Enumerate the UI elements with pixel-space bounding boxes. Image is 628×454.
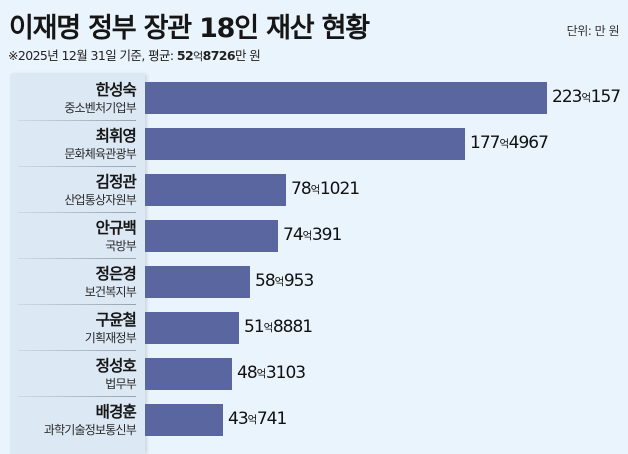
bar [145,266,250,298]
chart-title: 이재명 정부 장관 18인 재산 현황 [9,13,370,44]
value-man: 8881 [272,317,313,337]
row-divider [18,304,136,305]
value-eok-unit: 억 [256,368,267,380]
minister-name: 정은경 [95,265,137,283]
value-label: 223억157 [552,86,621,109]
value-eok: 58 [255,271,276,291]
chart-subtitle: ※2025년 12월 31일 기준, 평균: 52억8726만 원 [8,45,261,64]
value-man: 3103 [265,363,306,383]
value-man: 4967 [508,133,549,153]
value-eok-unit: 억 [263,322,274,334]
value-eok-unit: 억 [499,138,509,150]
ministry-name: 중소벤처기업부 [64,101,136,115]
value-man: 391 [311,225,342,245]
bar [145,358,232,390]
minister-name: 정성호 [95,357,137,375]
average-man: 8726 [202,48,236,63]
value-man: 1021 [319,179,360,199]
bar [145,82,547,114]
value-eok: 51 [244,317,265,337]
bar [145,312,239,344]
average-eok: 52 [176,48,194,63]
value-label: 48억3103 [237,362,306,385]
ministry-name: 문화체육관광부 [64,147,136,161]
ministry-name: 국방부 [105,239,137,253]
subtitle-date: ※2025년 12월 31일 기준, 평균: [8,48,177,63]
minister-name: 최휘영 [95,127,137,145]
value-label: 74억391 [283,224,342,247]
unit-label: 단위: 만 원 [566,24,620,38]
value-label: 58억953 [255,270,314,293]
ministry-name: 기획재정부 [84,331,137,345]
value-label: 51억8881 [244,316,313,339]
label-panel [10,74,145,454]
bar [145,174,286,206]
value-eok-unit: 억 [274,276,285,288]
value-man: 953 [283,271,314,291]
value-eok-unit: 억 [247,414,258,426]
value-eok-unit: 억 [302,230,313,242]
value-eok: 43 [228,409,249,429]
bar [145,128,465,160]
average-suffix: 만 원 [234,48,261,63]
value-eok: 177 [470,133,500,153]
average-eok-unit: 억 [193,50,203,63]
row-divider [18,120,136,121]
row-divider [18,166,136,167]
ministry-name: 보건복지부 [84,285,137,299]
value-eok: 223 [552,87,582,107]
row-divider [18,396,136,397]
value-eok: 78 [291,179,312,199]
ministry-name: 법무부 [105,377,137,391]
minister-name: 김정관 [95,173,137,191]
value-eok-unit: 억 [581,92,591,104]
minister-name: 구윤철 [95,311,137,329]
value-label: 177억4967 [470,132,549,155]
value-eok: 48 [237,363,258,383]
minister-name: 한성숙 [95,81,137,99]
value-eok: 74 [283,225,304,245]
row-divider [18,212,136,213]
value-label: 78억1021 [291,178,360,201]
row-divider [18,258,136,259]
ministry-name: 과학기술정보통신부 [43,423,137,437]
value-man: 741 [256,409,287,429]
row-divider [18,350,136,351]
minister-name: 안규백 [95,219,137,237]
value-eok-unit: 억 [310,184,321,196]
ministry-name: 산업통상자원부 [64,193,136,207]
bar [145,404,223,436]
value-man: 157 [590,87,621,107]
bar [145,220,278,252]
minister-name: 배경훈 [95,403,137,421]
value-label: 43억741 [228,408,287,431]
